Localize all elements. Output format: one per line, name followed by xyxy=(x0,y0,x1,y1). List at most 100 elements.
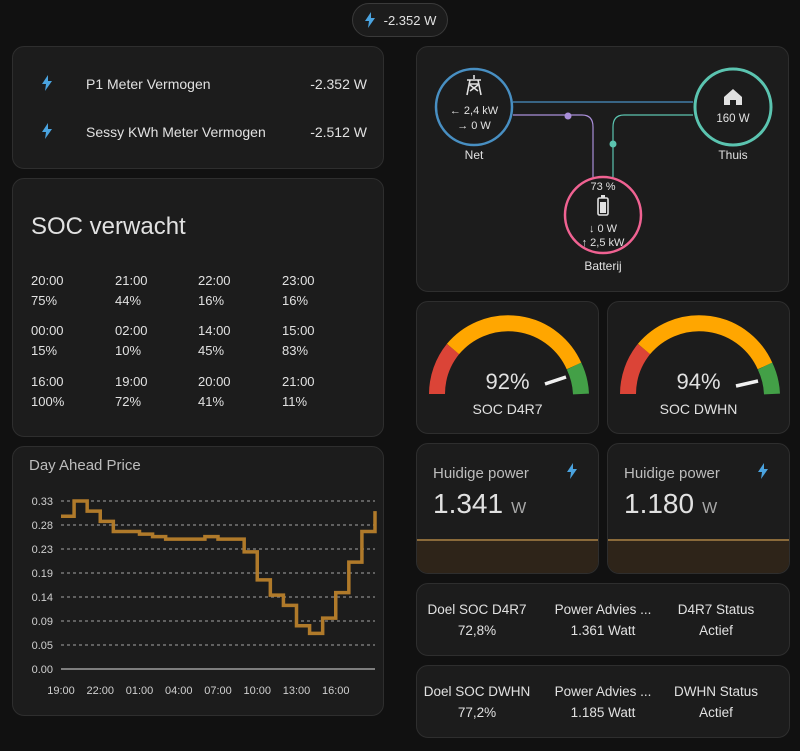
price-chart[interactable]: 0.00 0.05 0.09 0.14 0.19 0.23 0.28 0.33 19:00 22:… xyxy=(13,447,384,716)
lightning-bolt-icon xyxy=(42,123,52,139)
soc-forecast-cell: 15:00 83% xyxy=(282,321,362,361)
glance-item[interactable]: D4R7 Status Actief xyxy=(657,599,775,641)
power-card-title: Huidige power xyxy=(624,465,720,482)
energy-flow-diagram: ← 2,4 kW → 0 W Net 160 W Thuis 73 % ↓ 0 … xyxy=(434,67,773,273)
gauge-card-dwhn[interactable]: 94% SOC DWHN xyxy=(607,301,790,434)
glance-item-name: Power Advies ... xyxy=(554,684,652,699)
soc-time: 22:00 xyxy=(198,273,231,288)
power-card-value-wrap: 1.180 W xyxy=(624,488,717,520)
y-tick-label: 0.14 xyxy=(32,592,53,604)
power-card-1[interactable]: Huidige power 1.341 W xyxy=(416,443,599,574)
soc-forecast-cell: 02:00 10% xyxy=(115,321,195,361)
entity-row[interactable]: Sessy KWh Meter Vermogen -2.512 W xyxy=(13,117,383,147)
entity-value: -2.352 W xyxy=(310,76,367,92)
glance-item-name: Doel SOC DWHN xyxy=(423,684,531,699)
grid-export-value: → 0 W xyxy=(457,120,491,132)
y-tick-label: 0.05 xyxy=(32,640,53,652)
glance-item[interactable]: Power Advies ... 1.185 Watt xyxy=(544,681,662,723)
power-history-fill xyxy=(608,539,789,573)
soc-value: 44% xyxy=(115,293,142,308)
glance-item-value: Actief xyxy=(699,705,733,720)
lightning-bolt-icon xyxy=(364,12,375,28)
home-icon xyxy=(724,89,742,105)
home-node[interactable]: 160 W xyxy=(693,67,773,147)
y-tick-label: 0.28 xyxy=(32,520,53,532)
power-card-value: 1.341 xyxy=(433,488,504,519)
power-card-2[interactable]: Huidige power 1.180 W xyxy=(607,443,790,574)
entity-row[interactable]: P1 Meter Vermogen -2.352 W xyxy=(13,69,383,99)
glance-item-name: Doel SOC D4R7 xyxy=(427,602,527,617)
lightning-bolt-icon xyxy=(758,463,768,479)
soc-value: 15% xyxy=(31,343,58,358)
gauge-needle xyxy=(735,379,759,388)
x-tick-label: 01:00 xyxy=(126,685,154,697)
x-tick-label: 04:00 xyxy=(165,685,193,697)
soc-forecast-cell: 20:00 41% xyxy=(198,372,278,412)
gauge-needle xyxy=(544,375,567,386)
gauge-card-d4r7[interactable]: 92% SOC D4R7 xyxy=(416,301,599,434)
soc-time: 02:00 xyxy=(115,323,148,338)
glance-card-dwhn: Doel SOC DWHN 77,2% Power Advies ... 1.185… xyxy=(416,665,790,738)
battery-icon xyxy=(597,195,609,216)
soc-time: 21:00 xyxy=(115,273,148,288)
x-tick-label: 07:00 xyxy=(204,685,232,697)
battery-in-value: ↓ 0 W xyxy=(589,223,618,235)
soc-forecast-cell: 21:00 11% xyxy=(282,372,362,412)
soc-value: 100% xyxy=(31,394,65,409)
gauge-value: 94% xyxy=(676,369,721,394)
power-card-value-wrap: 1.341 W xyxy=(433,488,526,520)
soc-time: 23:00 xyxy=(282,273,315,288)
glance-item-value: 1.185 Watt xyxy=(570,705,636,720)
glance-item[interactable]: Doel SOC DWHN 77,2% xyxy=(418,681,536,723)
price-series-line xyxy=(61,499,377,636)
lightning-bolt-icon xyxy=(567,463,577,479)
glance-item[interactable]: Doel SOC D4R7 72,8% xyxy=(418,599,536,641)
soc-value: 11% xyxy=(282,394,308,409)
soc-time: 21:00 xyxy=(282,374,315,389)
transmission-tower-icon xyxy=(466,75,482,96)
soc-value: 75% xyxy=(31,293,58,308)
home-value: 160 W xyxy=(716,113,749,125)
power-card-value: 1.180 xyxy=(624,488,695,519)
soc-forecast-cell: 23:00 16% xyxy=(282,271,362,311)
soc-forecast-cell: 21:00 44% xyxy=(115,271,195,311)
flow-dot xyxy=(564,112,572,120)
glance-item[interactable]: Power Advies ... 1.361 Watt xyxy=(544,599,662,641)
battery-home-line xyxy=(612,114,693,177)
soc-value: 83% xyxy=(282,343,309,358)
battery-node[interactable]: 73 % ↓ 0 W ↑ 2,5 kW xyxy=(563,175,643,255)
power-card-unit: W xyxy=(511,500,527,517)
glance-item-value: 1.361 Watt xyxy=(570,623,636,638)
entity-name: Sessy KWh Meter Vermogen xyxy=(86,124,266,140)
glance-item-name: Power Advies ... xyxy=(554,602,652,617)
home-label: Thuis xyxy=(718,148,747,162)
soc-forecast-cell: 22:00 16% xyxy=(198,271,278,311)
power-card-title: Huidige power xyxy=(433,465,529,482)
glance-item-value: Actief xyxy=(699,623,733,638)
soc-forecast-cell: 14:00 45% xyxy=(198,321,278,361)
grid-node[interactable]: ← 2,4 kW → 0 W xyxy=(434,67,514,147)
grid-battery-line xyxy=(513,114,594,177)
x-tick-label: 16:00 xyxy=(322,685,350,697)
soc-time: 15:00 xyxy=(282,323,315,338)
x-tick-label: 10:00 xyxy=(243,685,271,697)
glance-item-value: 77,2% xyxy=(457,705,497,720)
glance-item-name: DWHN Status xyxy=(673,684,758,699)
chart-title: Day Ahead Price xyxy=(29,457,141,474)
power-history-fill xyxy=(417,539,598,573)
y-tick-label: 0.00 xyxy=(32,664,53,676)
entities-card: P1 Meter Vermogen -2.352 W Sessy KWh Met… xyxy=(12,46,384,169)
entity-name: P1 Meter Vermogen xyxy=(86,76,211,92)
soc-value: 72% xyxy=(115,394,142,409)
battery-soc: 73 % xyxy=(590,181,615,193)
glance-item[interactable]: DWHN Status Actief xyxy=(657,681,775,723)
header-chip-value: -2.352 W xyxy=(383,12,437,28)
soc-forecast-cell: 16:00 100% xyxy=(31,372,111,412)
y-tick-label: 0.09 xyxy=(32,616,53,628)
soc-value: 16% xyxy=(282,293,309,308)
soc-time: 14:00 xyxy=(198,323,231,338)
soc-value: 16% xyxy=(198,293,225,308)
gauge-name: SOC DWHN xyxy=(659,401,738,417)
header-power-chip[interactable]: -2.352 W xyxy=(352,3,448,37)
soc-forecast-card: SOC verwacht 20:00 75% 21:00 44% 22:00 16% … xyxy=(12,178,384,437)
